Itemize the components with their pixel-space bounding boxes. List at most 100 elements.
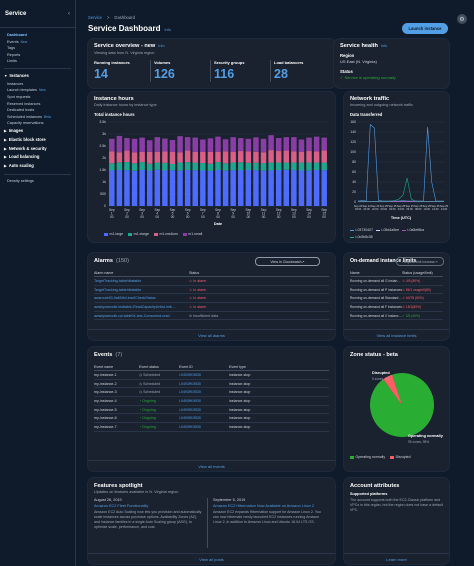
bar-m1-xlarge[interactable] xyxy=(177,162,183,171)
sidebar-item-auto-scaling[interactable]: ▶ Auto scaling xyxy=(0,162,75,171)
page-info-link[interactable]: Info xyxy=(164,28,171,32)
bar-m1-small[interactable] xyxy=(222,139,229,152)
bar-m1-large[interactable] xyxy=(291,170,297,206)
bar-m1-large[interactable] xyxy=(184,170,191,206)
column-header[interactable]: Event type xyxy=(229,364,246,369)
bar-m1-large[interactable] xyxy=(131,170,138,206)
bar-m1-medium[interactable] xyxy=(200,152,206,164)
bar-m1-medium[interactable] xyxy=(298,152,305,163)
bar-m1-medium[interactable] xyxy=(184,150,191,163)
event-id-link[interactable]: i-0493f91f530 xyxy=(179,424,201,429)
bar-m1-small[interactable] xyxy=(215,136,221,152)
bar-m1-medium[interactable] xyxy=(192,152,198,163)
bar-m1-large[interactable] xyxy=(260,170,267,206)
sidebar-item-dedicated-hosts[interactable]: Dedicated hosts xyxy=(0,107,75,114)
legend-item[interactable]: i-0a8ef6ba xyxy=(402,228,424,232)
bar-m1-small[interactable] xyxy=(109,138,115,152)
bar-m1-medium[interactable] xyxy=(291,151,297,163)
event-id-link[interactable]: i-0493f91f530 xyxy=(179,372,201,377)
bar-m1-medium[interactable] xyxy=(109,151,115,164)
bar-m1-small[interactable] xyxy=(283,137,290,151)
sidebar-item-capacity-reservations[interactable]: Capacity reservations xyxy=(0,120,75,127)
collapse-sidebar-icon[interactable]: ‹ xyxy=(68,10,70,17)
alarm-name-link[interactable]: awsroute53-9a6f4fcf-low0CheckStatus xyxy=(94,296,156,301)
bar-m1-large[interactable] xyxy=(275,170,282,206)
bar-m1-xlarge[interactable] xyxy=(154,162,161,170)
bar-m1-large[interactable] xyxy=(109,170,115,206)
bar-m1-small[interactable] xyxy=(162,138,168,152)
sidebar-item-network-security[interactable]: ▶ Network & security xyxy=(0,145,75,154)
bar-m1-small[interactable] xyxy=(169,140,176,152)
overview-info-link[interactable]: Info xyxy=(158,44,165,48)
bar-m1-medium[interactable] xyxy=(154,152,161,163)
bar-m1-medium[interactable] xyxy=(321,150,327,163)
bar-m1-large[interactable] xyxy=(245,170,252,206)
bar-m1-large[interactable] xyxy=(253,170,259,206)
bar-m1-medium[interactable] xyxy=(139,152,145,163)
bar-m1-large[interactable] xyxy=(177,170,183,206)
bar-m1-xlarge[interactable] xyxy=(116,162,123,170)
bar-m1-large[interactable] xyxy=(313,170,320,206)
column-header-status[interactable]: Status xyxy=(189,270,200,275)
bar-m1-small[interactable] xyxy=(200,139,206,152)
column-header[interactable]: Event ID xyxy=(179,364,193,369)
bar-m1-medium[interactable] xyxy=(116,152,123,163)
bar-m1-large[interactable] xyxy=(162,170,168,206)
sidebar-item-instances[interactable]: Instances xyxy=(0,81,75,88)
bar-m1-medium[interactable] xyxy=(230,152,236,163)
alarm-name-link[interactable]: TargetTracking-table/dbstable xyxy=(94,278,142,283)
bar-m1-small[interactable] xyxy=(124,138,130,151)
bar-m1-large[interactable] xyxy=(192,170,198,206)
column-header[interactable]: Event name xyxy=(94,364,114,369)
bar-m1-small[interactable] xyxy=(306,137,312,152)
event-id-link[interactable]: i-0493f91f530 xyxy=(179,390,201,395)
breadcrumb-root[interactable]: Service xyxy=(88,15,102,20)
bar-m1-small[interactable] xyxy=(291,137,297,152)
sidebar-item-reserved-instances[interactable]: Reserved instances xyxy=(0,101,75,108)
bar-m1-xlarge[interactable] xyxy=(192,162,198,171)
bar-m1-large[interactable] xyxy=(283,169,290,206)
bar-m1-medium[interactable] xyxy=(275,151,282,163)
bar-m1-large[interactable] xyxy=(321,170,327,206)
bar-m1-small[interactable] xyxy=(253,137,259,152)
sidebar-item-tags[interactable]: Tags xyxy=(0,45,75,52)
bar-m1-xlarge[interactable] xyxy=(260,163,267,171)
event-id-link[interactable]: i-0493f91f530 xyxy=(179,398,201,403)
bar-m1-small[interactable] xyxy=(116,135,123,153)
bar-m1-xlarge[interactable] xyxy=(253,162,259,171)
bar-m1-xlarge[interactable] xyxy=(222,163,229,171)
event-id-link[interactable]: i-0493f91f530 xyxy=(179,416,201,421)
sidebar-item-images[interactable]: ▶ Images xyxy=(0,127,75,136)
bar-m1-xlarge[interactable] xyxy=(184,162,191,170)
sidebar-item-scheduled-instances[interactable]: Scheduled instances Beta xyxy=(0,114,75,121)
bar-m1-medium[interactable] xyxy=(268,150,274,163)
bar-m1-xlarge[interactable] xyxy=(230,162,236,171)
legend-item[interactable]: i-0c5b8c38 xyxy=(350,235,373,239)
bar-m1-small[interactable] xyxy=(139,137,145,152)
bar-m1-large[interactable] xyxy=(169,170,176,206)
bar-m1-large[interactable] xyxy=(298,170,305,206)
bar-m1-large[interactable] xyxy=(268,170,274,206)
bar-m1-xlarge[interactable] xyxy=(245,162,252,170)
bar-m1-small[interactable] xyxy=(313,136,320,152)
bar-m1-xlarge[interactable] xyxy=(162,162,168,171)
bar-m1-xlarge[interactable] xyxy=(139,162,145,170)
legend-item[interactable]: m1.medium xyxy=(154,232,178,236)
kpi-value[interactable]: 116 xyxy=(214,67,235,81)
sidebar-item-limits[interactable]: Limits xyxy=(0,58,75,65)
bar-m1-medium[interactable] xyxy=(146,151,153,164)
bar-m1-large[interactable] xyxy=(306,170,312,206)
bar-m1-small[interactable] xyxy=(298,139,305,152)
gear-icon[interactable]: ⚙ xyxy=(457,14,467,24)
line-i-03730407[interactable] xyxy=(357,123,444,202)
column-header[interactable]: Event status xyxy=(139,364,159,369)
bar-m1-large[interactable] xyxy=(124,170,130,206)
alarm-name-link[interactable]: TargetTracking-table/dbstable xyxy=(94,287,142,292)
column-header-name[interactable]: Name xyxy=(350,270,360,275)
bar-m1-xlarge[interactable] xyxy=(169,164,176,171)
bar-m1-small[interactable] xyxy=(131,138,138,153)
bar-m1-xlarge[interactable] xyxy=(131,163,138,171)
legend-item[interactable]: i-05d4a5ee xyxy=(376,228,399,232)
bar-m1-medium[interactable] xyxy=(169,152,176,164)
feature-link[interactable]: Amazon EC2 Fleet Functionality xyxy=(94,504,149,508)
